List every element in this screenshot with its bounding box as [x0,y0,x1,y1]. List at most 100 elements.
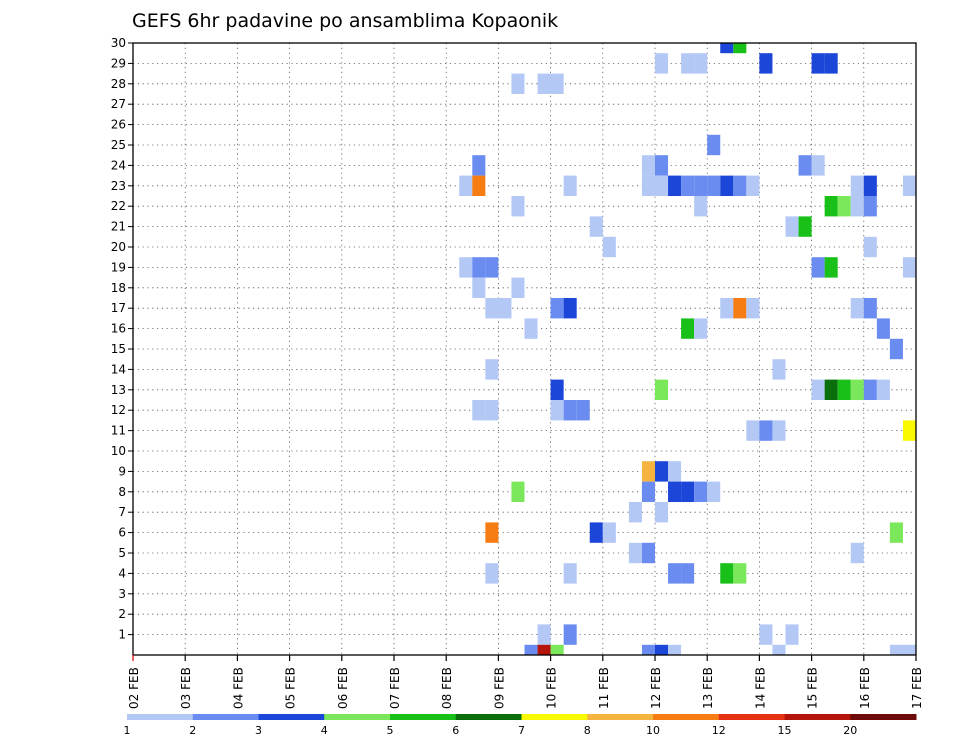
legend-label: 8 [584,724,591,737]
data-cell [811,155,825,176]
legend-label: 5 [387,724,394,737]
data-cell [694,196,708,217]
legend-label: 20 [843,724,857,737]
data-cell [563,298,577,319]
data-cell [485,257,499,278]
data-cell [668,563,682,584]
y-tick-label: 11 [111,424,126,438]
x-tick-label: 15 FEB [806,667,820,709]
data-cell [759,624,773,645]
data-cell [902,644,916,655]
data-cell [876,379,890,400]
y-tick-label: 20 [111,240,126,254]
data-cell [850,379,864,400]
data-cell [837,379,851,400]
data-cell [472,175,486,196]
legend-swatch [390,714,457,720]
data-cell [511,277,525,298]
data-cell [759,420,773,441]
y-tick-label: 23 [111,179,126,193]
y-tick-label: 30 [111,36,126,50]
data-cell [655,461,669,482]
data-cell [772,359,786,380]
y-tick-label: 6 [118,526,126,540]
data-cell [863,236,877,258]
data-cell [811,53,825,74]
y-tick-label: 29 [111,56,126,70]
data-cell [524,318,538,339]
x-tick-label: 02 FEB [127,667,141,709]
legend-label: 12 [712,724,726,737]
y-tick-label: 19 [111,260,126,274]
x-tick-label: 12 FEB [649,667,663,709]
grid-lines [133,42,916,655]
data-cell [772,644,786,655]
data-cell [589,216,603,237]
data-cell [824,257,838,278]
data-cell [850,542,864,564]
legend-label: 15 [778,724,792,737]
data-cell [537,624,551,645]
x-tick-label: 13 FEB [701,667,715,709]
data-cell [720,175,734,196]
data-cell [694,481,708,502]
legend-swatch [587,714,654,720]
x-tick-label: 08 FEB [440,667,454,709]
data-cell [628,542,642,564]
data-cell [720,563,734,584]
data-cell [902,175,916,196]
data-cell [733,298,747,319]
data-cell [681,318,695,339]
data-cell [550,298,564,319]
legend-swatch [192,714,259,720]
data-cell [863,298,877,319]
x-tick-label: 06 FEB [336,667,350,709]
data-cell [720,298,734,319]
x-tick-label: 10 FEB [545,667,559,709]
data-cell [733,175,747,196]
data-cell [550,73,564,94]
data-cell [798,155,812,176]
legend-swatch [850,714,917,720]
data-cell [850,175,864,196]
data-cell [563,175,577,196]
data-cell [485,400,499,421]
data-cell [485,359,499,380]
y-tick-label: 9 [118,464,126,478]
legend-swatch [653,714,720,720]
legend-label: 6 [452,724,459,737]
legend-label: 2 [189,724,196,737]
data-cell [668,644,682,655]
data-cell [889,338,903,360]
y-tick-label: 15 [111,342,126,356]
data-cell [850,298,864,319]
y-tick-label: 22 [111,199,126,213]
y-tick-label: 28 [111,77,126,91]
y-tick-label: 26 [111,118,126,132]
data-cell [550,379,564,400]
y-tick-label: 13 [111,383,126,397]
data-cell [746,175,760,196]
data-cell [863,175,877,196]
data-cell [668,175,682,196]
data-cell [694,53,708,74]
data-cell [824,379,838,400]
data-cell [694,175,708,196]
data-cell [655,502,669,523]
legend-label: 4 [321,724,328,737]
data-cell [655,155,669,176]
data-cells [459,43,916,655]
data-cell [641,644,655,655]
legend-swatch [127,714,194,720]
data-cell [472,277,486,298]
data-cell [576,400,590,421]
data-cell [850,196,864,217]
legend-swatch [455,714,522,720]
y-tick-label: 27 [111,97,126,111]
y-tick-label: 2 [118,607,126,621]
x-tick-label: 14 FEB [753,667,767,709]
data-cell [889,522,903,543]
data-cell [902,420,916,441]
data-cell [537,644,551,655]
